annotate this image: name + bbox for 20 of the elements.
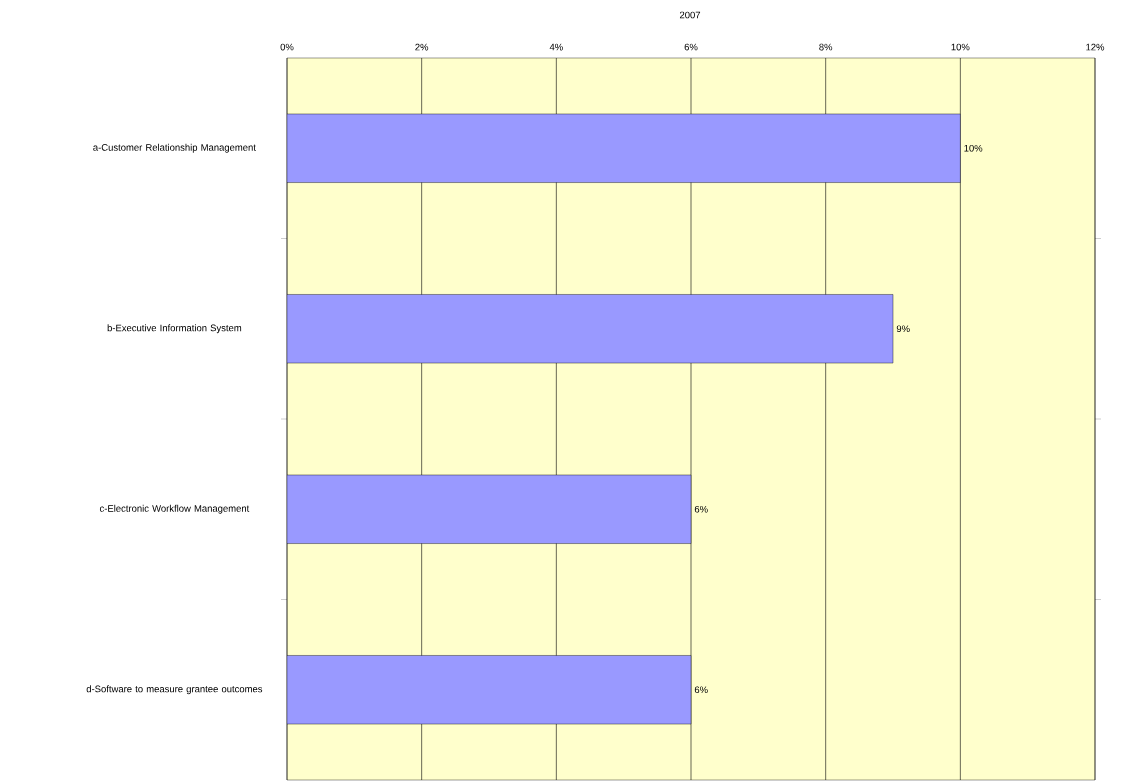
data-label: 6% [694, 686, 708, 694]
y-tick-label: a-Customer Relationship Management [93, 143, 256, 153]
y-tick-label: c-Electronic Workflow Management [99, 504, 250, 514]
x-tick-label: 0% [280, 43, 294, 51]
x-tick-label: 4% [549, 43, 563, 51]
y-tick-label: b-Executive Information System [107, 324, 242, 334]
bar [287, 113, 961, 183]
x-tick-label: 8% [819, 43, 833, 51]
x-tick-label: 2% [415, 43, 429, 51]
chart-title: 2007 [679, 11, 701, 19]
data-label: 6% [694, 505, 708, 513]
bar [287, 474, 692, 544]
y-tick-label: d-Software to measure grantee outcomes [86, 685, 263, 695]
x-tick-label: 12% [1086, 43, 1105, 51]
x-tick-label: 6% [684, 43, 698, 51]
x-tick-label: 10% [951, 43, 970, 51]
data-label: 9% [896, 325, 910, 333]
bar [287, 294, 894, 364]
data-label: 10% [964, 144, 983, 152]
bar [287, 655, 692, 725]
